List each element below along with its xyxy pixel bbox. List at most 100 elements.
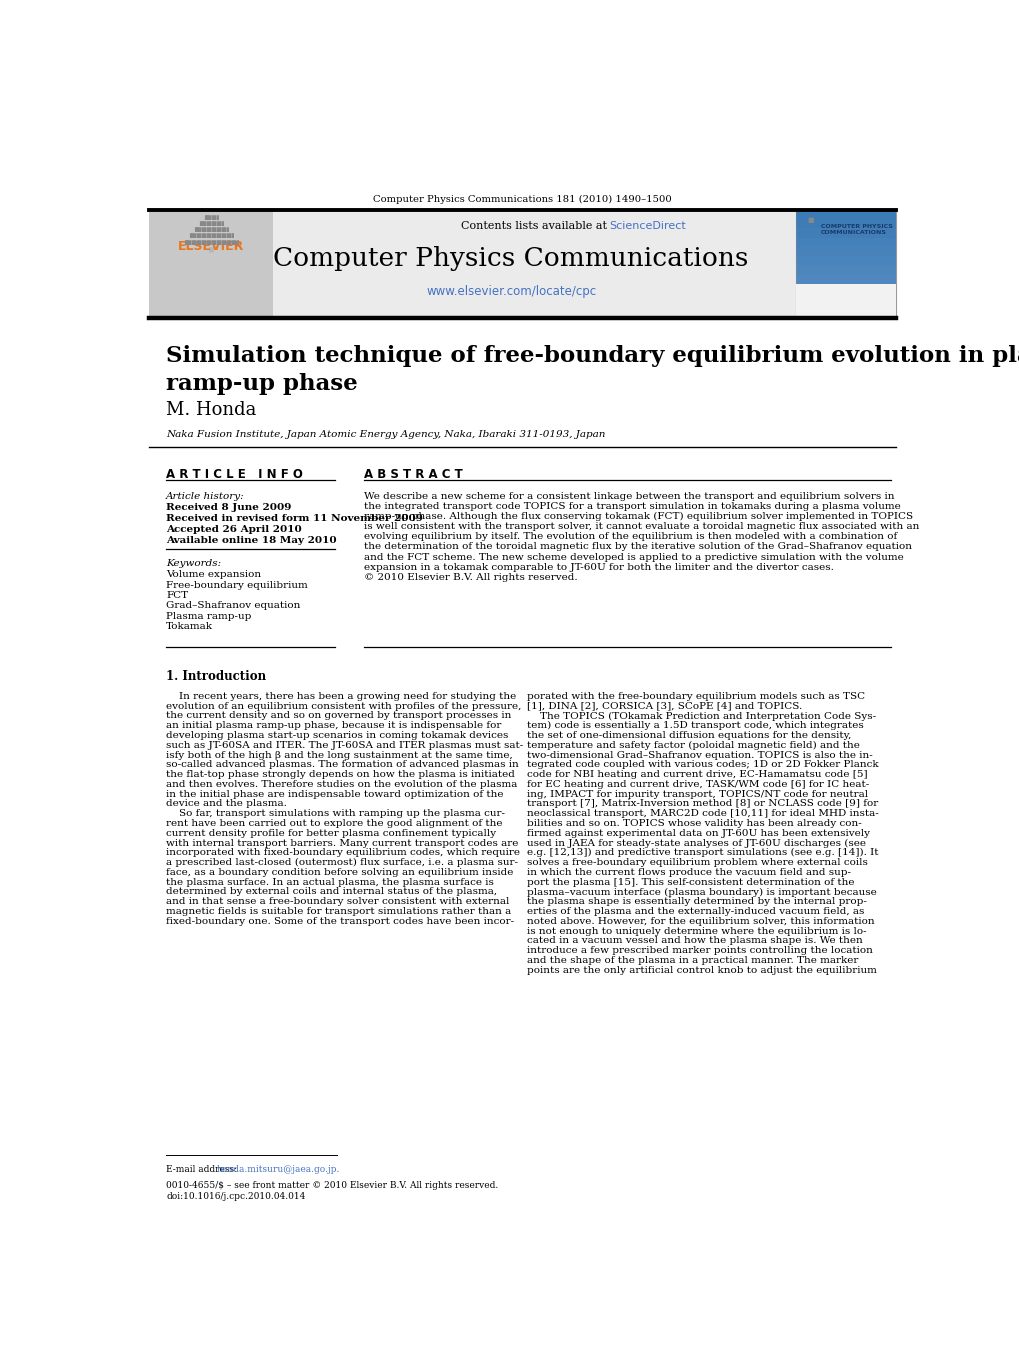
Text: bilities and so on. TOPICS whose validity has been already con-: bilities and so on. TOPICS whose validit… — [526, 819, 860, 828]
Text: the integrated transport code TOPICS for a transport simulation in tokamaks duri: the integrated transport code TOPICS for… — [364, 501, 900, 511]
Text: www.elsevier.com/locate/cpc: www.elsevier.com/locate/cpc — [426, 285, 595, 299]
Text: Naka Fusion Institute, Japan Atomic Energy Agency, Naka, Ibaraki 311-0193, Japan: Naka Fusion Institute, Japan Atomic Ener… — [166, 430, 605, 439]
Text: doi:10.1016/j.cpc.2010.04.014: doi:10.1016/j.cpc.2010.04.014 — [166, 1192, 306, 1201]
Text: the plasma shape is essentially determined by the internal prop-: the plasma shape is essentially determin… — [526, 897, 866, 907]
Text: ██████████: ██████████ — [199, 222, 223, 226]
Bar — [795, 284, 896, 316]
Text: Free-boundary equilibrium: Free-boundary equilibrium — [166, 581, 308, 589]
Text: and then evolves. Therefore studies on the evolution of the plasma: and then evolves. Therefore studies on t… — [166, 780, 517, 789]
Text: Simulation technique of free-boundary equilibrium evolution in plasma
ramp-up ph: Simulation technique of free-boundary eq… — [166, 345, 1019, 394]
Text: isfy both of the high β and the long sustainment at the same time,: isfy both of the high β and the long sus… — [166, 751, 513, 759]
Text: A R T I C L E   I N F O: A R T I C L E I N F O — [166, 467, 303, 481]
Bar — [795, 265, 896, 274]
Text: Keywords:: Keywords: — [166, 559, 221, 569]
Text: The TOPICS (TOkamak Prediction and Interpretation Code Sys-: The TOPICS (TOkamak Prediction and Inter… — [526, 712, 875, 720]
Text: the plasma surface. In an actual plasma, the plasma surface is: the plasma surface. In an actual plasma,… — [166, 878, 493, 886]
Bar — [795, 247, 896, 257]
Text: used in JAEA for steady-state analyses of JT-60U discharges (see: used in JAEA for steady-state analyses o… — [526, 839, 865, 847]
Text: an initial plasma ramp-up phase, because it is indispensable for: an initial plasma ramp-up phase, because… — [166, 721, 501, 731]
Text: Received 8 June 2009: Received 8 June 2009 — [166, 503, 291, 512]
Text: ramp-up phase. Although the flux conserving tokamak (FCT) equilibrium solver imp: ramp-up phase. Although the flux conserv… — [364, 512, 912, 521]
Text: code for NBI heating and current drive, EC-Hamamatsu code [5]: code for NBI heating and current drive, … — [526, 770, 866, 780]
Text: Accepted 26 April 2010: Accepted 26 April 2010 — [166, 524, 302, 534]
Text: current density profile for better plasma confinement typically: current density profile for better plasm… — [166, 828, 496, 838]
Text: determined by external coils and internal status of the plasma,: determined by external coils and interna… — [166, 888, 497, 897]
Text: temperature and safety factor (poloidal magnetic field) and the: temperature and safety factor (poloidal … — [526, 740, 859, 750]
Text: 1. Introduction: 1. Introduction — [166, 670, 266, 684]
Text: developing plasma start-up scenarios in coming tokamak devices: developing plasma start-up scenarios in … — [166, 731, 508, 740]
Text: for EC heating and current drive, TASK/WM code [6] for IC heat-: for EC heating and current drive, TASK/W… — [526, 780, 868, 789]
Text: in which the current flows produce the vacuum field and sup-: in which the current flows produce the v… — [526, 867, 850, 877]
Text: and in that sense a free-boundary solver consistent with external: and in that sense a free-boundary solver… — [166, 897, 510, 907]
Bar — [795, 274, 896, 284]
Bar — [149, 209, 896, 316]
Text: COMPUTER PHYSICS
COMMUNICATIONS: COMPUTER PHYSICS COMMUNICATIONS — [820, 224, 892, 235]
Text: M. Honda: M. Honda — [166, 401, 257, 419]
Text: So far, transport simulations with ramping up the plasma cur-: So far, transport simulations with rampi… — [166, 809, 504, 819]
Text: ██████████████████████: ██████████████████████ — [183, 240, 238, 245]
Text: is well consistent with the transport solver, it cannot evaluate a toroidal magn: is well consistent with the transport so… — [364, 523, 918, 531]
Bar — [795, 209, 896, 316]
Text: tem) code is essentially a 1.5D transport code, which integrates: tem) code is essentially a 1.5D transpor… — [526, 721, 862, 731]
Text: is not enough to uniquely determine where the equilibrium is lo-: is not enough to uniquely determine wher… — [526, 927, 865, 936]
Text: ██████: ██████ — [204, 215, 218, 220]
Text: with internal transport barriers. Many current transport codes are: with internal transport barriers. Many c… — [166, 839, 518, 847]
Text: evolution of an equilibrium consistent with profiles of the pressure,: evolution of an equilibrium consistent w… — [166, 701, 521, 711]
Bar — [795, 238, 896, 247]
Text: face, as a boundary condition before solving an equilibrium inside: face, as a boundary condition before sol… — [166, 867, 514, 877]
Text: Article history:: Article history: — [166, 492, 245, 501]
Text: fixed-boundary one. Some of the transport codes have been incor-: fixed-boundary one. Some of the transpor… — [166, 917, 514, 925]
Text: FCT: FCT — [166, 590, 189, 600]
Text: E-mail address:: E-mail address: — [166, 1165, 240, 1174]
Text: ■: ■ — [806, 218, 813, 223]
Text: the current density and so on governed by transport processes in: the current density and so on governed b… — [166, 712, 512, 720]
Text: © 2010 Elsevier B.V. All rights reserved.: © 2010 Elsevier B.V. All rights reserved… — [364, 573, 577, 582]
Text: neoclassical transport, MARC2D code [10,11] for ideal MHD insta-: neoclassical transport, MARC2D code [10,… — [526, 809, 877, 819]
Bar — [795, 209, 896, 219]
Text: We describe a new scheme for a consistent linkage between the transport and equi: We describe a new scheme for a consisten… — [364, 492, 894, 501]
Text: Contents lists available at: Contents lists available at — [461, 222, 609, 231]
Text: honda.mitsuru@jaea.go.jp.: honda.mitsuru@jaea.go.jp. — [216, 1165, 339, 1174]
Text: and the shape of the plasma in a practical manner. The marker: and the shape of the plasma in a practic… — [526, 957, 857, 965]
Text: the flat-top phase strongly depends on how the plasma is initiated: the flat-top phase strongly depends on h… — [166, 770, 515, 780]
Text: Computer Physics Communications 181 (2010) 1490–1500: Computer Physics Communications 181 (201… — [373, 195, 672, 204]
Text: Grad–Shafranov equation: Grad–Shafranov equation — [166, 601, 301, 611]
Text: such as JT-60SA and ITER. The JT-60SA and ITER plasmas must sat-: such as JT-60SA and ITER. The JT-60SA an… — [166, 740, 523, 750]
Text: ScienceDirect: ScienceDirect — [609, 222, 686, 231]
Text: expansion in a tokamak comparable to JT-60U for both the limiter and the diverto: expansion in a tokamak comparable to JT-… — [364, 563, 833, 571]
Text: solves a free-boundary equilibrium problem where external coils: solves a free-boundary equilibrium probl… — [526, 858, 866, 867]
Text: tegrated code coupled with various codes; 1D or 2D Fokker Planck: tegrated code coupled with various codes… — [526, 761, 877, 769]
Text: cated in a vacuum vessel and how the plasma shape is. We then: cated in a vacuum vessel and how the pla… — [526, 936, 861, 946]
Bar — [795, 228, 896, 238]
Text: ██████████████████: ██████████████████ — [189, 234, 233, 238]
Text: Available online 18 May 2010: Available online 18 May 2010 — [166, 535, 336, 544]
Text: plasma–vacuum interface (plasma boundary) is important because: plasma–vacuum interface (plasma boundary… — [526, 888, 875, 897]
Text: A B S T R A C T: A B S T R A C T — [364, 467, 463, 481]
Bar — [795, 219, 896, 228]
Text: port the plasma [15]. This self-consistent determination of the: port the plasma [15]. This self-consiste… — [526, 878, 853, 886]
Text: firmed against experimental data on JT-60U has been extensively: firmed against experimental data on JT-6… — [526, 828, 869, 838]
Text: 0010-4655/$ – see front matter © 2010 Elsevier B.V. All rights reserved.: 0010-4655/$ – see front matter © 2010 El… — [166, 1181, 498, 1190]
Text: so-called advanced plasmas. The formation of advanced plasmas in: so-called advanced plasmas. The formatio… — [166, 761, 519, 769]
Text: ELSEVIER: ELSEVIER — [178, 240, 245, 254]
Text: Volume expansion: Volume expansion — [166, 570, 261, 580]
Text: evolving equilibrium by itself. The evolution of the equilibrium is then modeled: evolving equilibrium by itself. The evol… — [364, 532, 897, 542]
Text: Received in revised form 11 November 2009: Received in revised form 11 November 200… — [166, 513, 423, 523]
Text: Computer Physics Communications: Computer Physics Communications — [273, 246, 748, 270]
Text: rent have been carried out to explore the good alignment of the: rent have been carried out to explore th… — [166, 819, 502, 828]
Text: magnetic fields is suitable for transport simulations rather than a: magnetic fields is suitable for transpor… — [166, 907, 511, 916]
Text: points are the only artificial control knob to adjust the equilibrium: points are the only artificial control k… — [526, 966, 875, 974]
Text: |||: ||| — [208, 246, 214, 251]
Text: ing, IMPACT for impurity transport, TOPICS/NT code for neutral: ing, IMPACT for impurity transport, TOPI… — [526, 790, 867, 798]
Text: [1], DINA [2], CORSICA [3], SCoPE [4] and TOPICS.: [1], DINA [2], CORSICA [3], SCoPE [4] an… — [526, 701, 801, 711]
Text: Plasma ramp-up: Plasma ramp-up — [166, 612, 252, 621]
Bar — [149, 209, 273, 316]
Bar — [795, 257, 896, 265]
Text: erties of the plasma and the externally-induced vacuum field, as: erties of the plasma and the externally-… — [526, 907, 863, 916]
Text: e.g. [12,13]) and predictive transport simulations (see e.g. [14]). It: e.g. [12,13]) and predictive transport s… — [526, 848, 877, 858]
Text: transport [7], Matrix-Inversion method [8] or NCLASS code [9] for: transport [7], Matrix-Inversion method [… — [526, 800, 877, 808]
Text: introduce a few prescribed marker points controlling the location: introduce a few prescribed marker points… — [526, 946, 871, 955]
Text: two-dimensional Grad–Shafranov equation. TOPICS is also the in-: two-dimensional Grad–Shafranov equation.… — [526, 751, 871, 759]
Text: a prescribed last-closed (outermost) flux surface, i.e. a plasma sur-: a prescribed last-closed (outermost) flu… — [166, 858, 518, 867]
Text: ██████████████: ██████████████ — [194, 227, 228, 232]
